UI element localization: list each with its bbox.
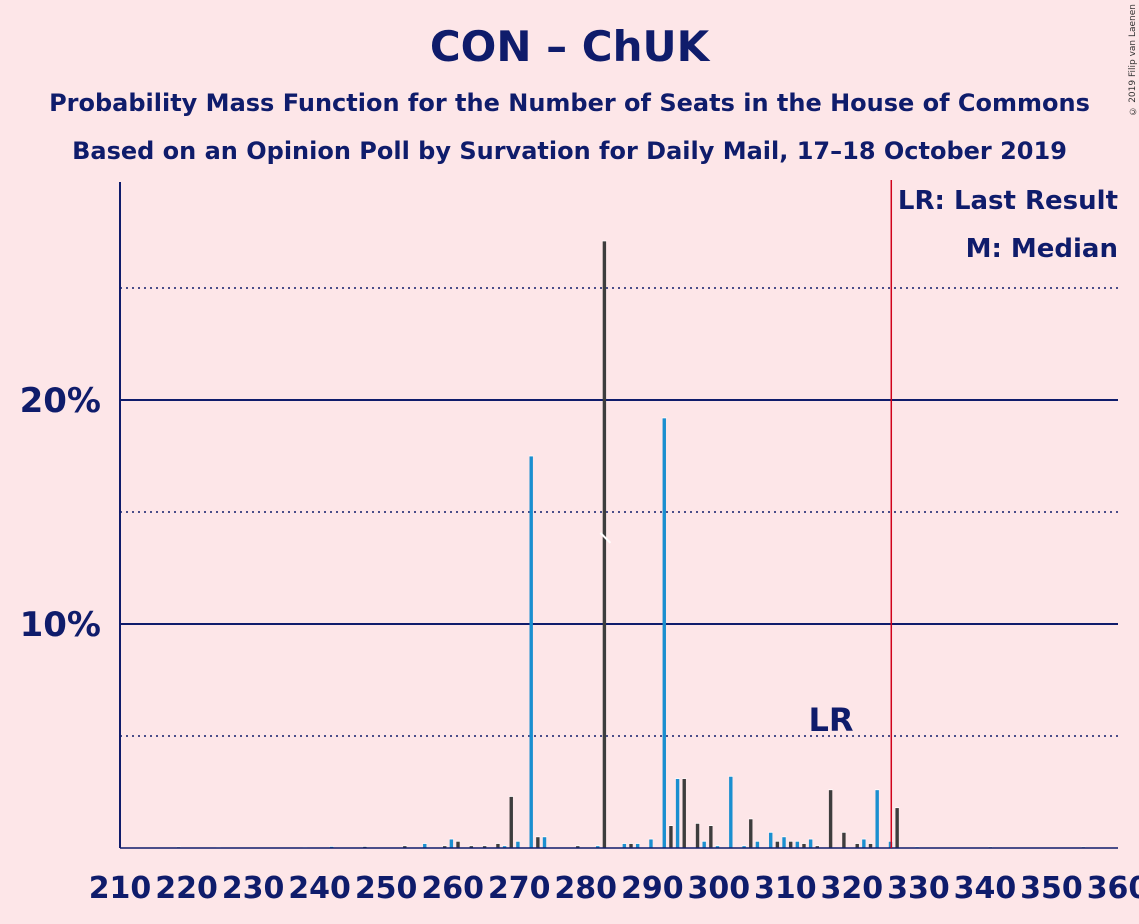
bar-294	[675, 778, 680, 848]
bar-314	[808, 839, 813, 848]
bar-298	[702, 841, 706, 848]
bar-300	[715, 845, 720, 848]
bar-274	[542, 836, 547, 848]
bar-313	[802, 843, 806, 848]
x-tick-label: 340	[954, 871, 1017, 906]
bar-286	[622, 843, 627, 848]
legend-last-result: LR: Last Result	[898, 186, 1118, 216]
x-tick-label: 270	[488, 871, 551, 906]
last-result-label: LR	[808, 701, 853, 739]
bar-256	[423, 843, 427, 848]
bar-279	[576, 845, 580, 848]
x-tick-label: 220	[155, 871, 218, 906]
bar-305	[749, 818, 753, 848]
x-tick-label: 310	[754, 871, 817, 906]
x-tick-label: 360	[1087, 871, 1139, 906]
y-tick-label: 20%	[20, 381, 101, 421]
bar-321	[855, 843, 859, 848]
bar-242	[329, 846, 334, 848]
legend-median: M: Median	[966, 234, 1118, 264]
bar-323	[868, 843, 873, 848]
bar-273	[536, 836, 540, 848]
x-tick-label: 240	[288, 871, 351, 906]
x-tick-label: 320	[821, 871, 884, 906]
chart-source-line: Based on an Opinion Poll by Survation fo…	[72, 137, 1067, 165]
bar-282	[596, 845, 600, 848]
bar-269	[509, 796, 513, 848]
bar-310	[782, 836, 786, 848]
bar-297	[695, 823, 700, 848]
bar-287	[629, 843, 633, 848]
bar-322	[862, 839, 866, 848]
x-tick-label: 250	[355, 871, 418, 906]
x-tick-label: 350	[1020, 871, 1083, 906]
bar-315	[815, 845, 819, 848]
bar-260	[449, 839, 454, 848]
bar-317	[828, 789, 833, 848]
bar-326	[888, 841, 893, 848]
bar-283	[602, 240, 607, 848]
median-marker	[599, 532, 612, 544]
bar-267	[496, 843, 500, 848]
bar-288	[635, 843, 640, 848]
y-tick-label: 10%	[20, 605, 101, 645]
x-tick-label: 210	[89, 871, 152, 906]
bar-319	[842, 832, 846, 848]
chart-title: CON – ChUK	[429, 22, 710, 71]
bar-261	[456, 841, 460, 848]
bar-263	[469, 845, 474, 848]
bar-247	[363, 846, 367, 848]
bar-290	[649, 839, 653, 848]
axes	[119, 182, 1118, 849]
bar-304	[742, 845, 746, 848]
bar-293	[669, 825, 673, 848]
bar-272	[529, 456, 533, 848]
bar-253	[403, 845, 407, 848]
bar-265	[482, 845, 487, 848]
x-tick-label: 280	[554, 871, 617, 906]
gridlines	[120, 287, 1118, 849]
bar-312	[795, 841, 800, 848]
bar-306	[755, 841, 760, 848]
bar-270	[516, 841, 520, 848]
x-tick-label: 300	[687, 871, 750, 906]
x-tick-label: 290	[621, 871, 684, 906]
x-tick-label: 230	[222, 871, 285, 906]
x-tick-label: 260	[421, 871, 484, 906]
bars	[176, 240, 1086, 848]
bar-295	[682, 778, 686, 848]
bar-308	[769, 832, 773, 848]
bar-302	[729, 776, 733, 848]
bar-299	[709, 825, 713, 848]
bar-324	[875, 789, 879, 848]
bar-292	[662, 417, 666, 848]
tick-labels: 10%20%210 220 230 240 250 260 270 280 290 300 310 3…	[20, 381, 1139, 906]
bar-259	[443, 845, 447, 848]
x-tick-label: 330	[887, 871, 950, 906]
bar-311	[788, 841, 793, 848]
markers: LR	[599, 180, 893, 848]
bar-268	[502, 845, 507, 848]
bar-309	[775, 841, 780, 848]
bar-327	[895, 807, 899, 848]
chart-subtitle: Probability Mass Function for the Number…	[49, 89, 1090, 117]
